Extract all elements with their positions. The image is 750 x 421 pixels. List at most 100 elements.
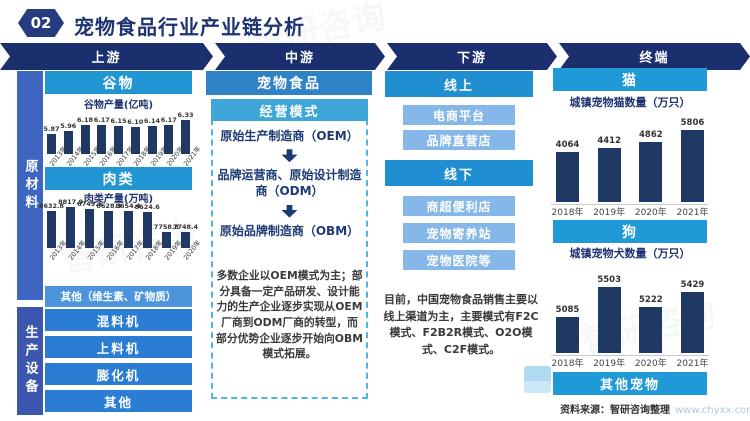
chart-baseline [551,204,709,205]
watermark-logo-icon [524,366,551,393]
bar-category-label: 2020年 [634,359,667,369]
bar-value-label: 6.33 [177,111,194,119]
urban-cat-population-chart: 城镇宠物猫数量（万只） 4064 2018年 4412 2019年 4862 2020年 5… [551,94,709,219]
equipment-item-other: 其他 [45,390,192,412]
bar-column: 5085 2018年 [552,305,584,370]
bar [114,125,123,154]
bar [680,130,704,202]
bar-column: 8624.6 2018年 [135,203,165,268]
arrow-down-icon [281,204,298,218]
bar-column: 8654.4 2017年 [116,202,146,267]
bar-value-label: 7748.4 [172,223,199,231]
bar-value-label: 6.10 [127,118,144,126]
bar-category-label: 2018年 [551,359,584,369]
production-equipment-side-label: 生产设备 [17,307,43,415]
page-title: 宠物食品行业产业链分析 [74,15,305,39]
other-pets-header: 其他宠物 [553,372,707,395]
chart-title: 城镇宠物犬数量（万只） [569,247,691,260]
chart-bars: 5.87 2013年 5.96 2014年 6.18 2015年 6.17 2016年 6.15… [43,111,202,174]
bar-value-label: 6.15 [110,116,127,125]
bar [597,287,621,353]
bar-column: 5503 2019年 [593,275,625,370]
chart-bars: 5085 2018年 5503 2019年 5222 2020年 5429 2021年 [551,271,709,370]
bar-column: 6.14 2019年 [144,117,169,173]
slide-number-badge: 02 [18,9,64,37]
bar [180,232,190,248]
bar [556,152,579,202]
chart-title: 城镇宠物猫数量（万只） [569,96,691,109]
flow-step-oem: 原始生产制造商（OEM） [220,129,359,143]
bar-category-label: 2019年 [593,208,626,218]
bar [164,124,174,154]
source-row: 资料来源：智研咨询整理 www.chyxx.com [560,401,750,416]
bar [104,211,114,248]
bar-column: 7758.8 2019年 [154,223,184,267]
other-materials-box: 其他（维生素、矿物质） [45,286,192,307]
chart-baseline [551,355,709,356]
bar-category-label: 2019年 [162,238,184,262]
bar-value-label: 7758.8 [153,222,179,231]
bar-column: 6.33 2021年 [177,111,202,173]
bar-value-label: 5222 [638,295,663,306]
bar [597,147,621,202]
bar-value-label: 4412 [597,135,621,146]
grain-production-chart: 谷物产量(亿吨) 5.87 2013年 5.96 2014年 6.18 2015年 6.17… [43,96,202,174]
business-model-box [211,99,368,399]
bar-column: 7748.4 2020年 [173,223,203,267]
meat-production-chart: 肉类产量(万吨) 8632.8 2013年 8817.9 2014年 8749.5 201… [39,190,203,268]
flow-step-obm: 原始品牌制造商（OBM） [219,223,360,238]
channel-item-brand-store: 品牌直营店 [403,130,515,150]
stage-arrow-downstream: 下游 [387,43,557,70]
bar-value-label: 8817.9 [58,198,84,206]
dog-section-header: 狗 [553,220,707,243]
bar-value-label: 5085 [555,305,580,315]
chart-title: 肉类产量(万吨) [83,194,154,205]
source-label: 资料来源：智研咨询整理 [560,405,670,416]
bar-category-label: 2018年 [143,238,165,262]
bar [147,125,157,154]
bar-column: 4064 2018年 [552,140,584,219]
bar-category-label: 2018年 [551,208,584,218]
bar-value-label: 4862 [638,129,663,140]
bar-category-label: 2020年 [634,208,667,218]
grain-section-header: 谷物 [45,71,192,94]
bar-column: 8749.5 2015年 [77,200,107,267]
bar-column: 6.18 2015年 [77,116,102,173]
bar [130,127,140,154]
bar [142,211,152,248]
raw-materials-side-label: 原材料 [17,71,43,300]
bar-value-label: 5503 [597,275,621,285]
bar [123,210,133,248]
pet-food-header: 宠物食品 [206,71,372,95]
offline-channel-header: 线下 [385,160,533,186]
bar-value-label: 4064 [555,140,580,150]
business-model-flow: 原始生产制造商（OEM） 品牌运营商、原始设计制造商（ODM） 原始品牌制造商（… [215,128,364,239]
bar-category-label: 2021年 [676,359,709,369]
source-site-link[interactable]: www.chyxx.com [675,405,750,416]
flow-step-odm: 品牌运营商、原始设计制造商（ODM） [217,168,362,199]
bar-column: 6.17 2016年 [94,116,119,173]
cat-section-header: 猫 [553,68,707,91]
bar-column: 8632.8 2013年 [39,202,69,267]
stage-arrow-terminal: 终端 [559,43,750,70]
equipment-item-extruder: 膨化机 [45,363,192,385]
bar-column: 6.15 2017年 [110,117,135,174]
channel-item-pet-hospital: 宠物医院等 [403,250,515,270]
bar [680,292,704,353]
bar-value-label: 6.17 [93,115,110,124]
bar-value-label: 6.17 [160,115,177,124]
chart-bars: 4064 2018年 4412 2019年 4862 2020年 5806 2021年 [551,118,709,219]
bar-category-label: 2021年 [676,208,709,218]
bar [97,124,107,154]
business-model-header: 经营模式 [211,99,368,121]
bar [80,124,90,154]
bar-column: 5.87 2013年 [43,125,68,173]
bar-column: 5429 2021年 [677,280,709,370]
bar-category-label: 2020年 [181,238,203,262]
bar-column: 5806 2021年 [677,118,709,219]
equipment-item-feeder: 上料机 [45,336,192,358]
bar-column: 5.96 2014年 [60,122,85,173]
channel-item-ecommerce: 电商平台 [403,105,515,125]
bar [161,231,171,248]
bar-column: 8817.9 2014年 [58,198,88,267]
